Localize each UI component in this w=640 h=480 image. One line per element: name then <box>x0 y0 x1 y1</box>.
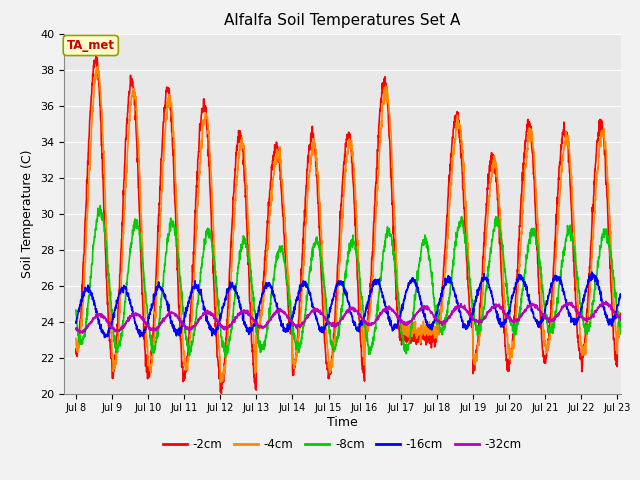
Line: -32cm: -32cm <box>76 301 640 333</box>
-32cm <box>79 330 86 336</box>
Line: -8cm: -8cm <box>76 205 640 480</box>
-16cm <box>72 320 80 326</box>
-2cm <box>539 349 547 355</box>
-32cm <box>572 307 579 313</box>
-16cm <box>572 317 579 323</box>
Legend: -2cm, -4cm, -8cm, -16cm, -32cm: -2cm, -4cm, -8cm, -16cm, -32cm <box>159 433 526 456</box>
-2cm <box>130 90 138 96</box>
-4cm <box>572 247 579 253</box>
Y-axis label: Soil Temperature (C): Soil Temperature (C) <box>22 149 35 278</box>
-4cm <box>130 86 138 92</box>
Line: -4cm: -4cm <box>76 66 640 480</box>
Text: TA_met: TA_met <box>67 39 115 52</box>
-8cm <box>539 286 547 291</box>
-4cm <box>72 336 80 341</box>
-4cm <box>400 325 408 331</box>
-8cm <box>255 341 262 347</box>
X-axis label: Time: Time <box>327 416 358 429</box>
-2cm <box>72 347 80 352</box>
-32cm <box>539 312 547 318</box>
Line: -16cm: -16cm <box>76 272 640 337</box>
-32cm <box>130 311 138 317</box>
-2cm <box>400 336 408 342</box>
-4cm <box>255 326 262 332</box>
-32cm <box>400 320 408 326</box>
-32cm <box>638 299 640 304</box>
-16cm <box>539 318 547 324</box>
-8cm <box>130 228 138 234</box>
-16cm <box>400 299 408 305</box>
-8cm <box>572 251 579 256</box>
-2cm <box>92 53 100 59</box>
-16cm <box>626 269 634 275</box>
-32cm <box>72 326 80 332</box>
Line: -2cm: -2cm <box>76 56 640 480</box>
-4cm <box>539 316 547 322</box>
-8cm <box>72 307 80 313</box>
Title: Alfalfa Soil Temperatures Set A: Alfalfa Soil Temperatures Set A <box>224 13 461 28</box>
-8cm <box>97 203 104 208</box>
-4cm <box>94 63 102 69</box>
-2cm <box>572 285 579 291</box>
-32cm <box>255 323 262 329</box>
-2cm <box>255 324 262 329</box>
-16cm <box>255 308 262 313</box>
-16cm <box>100 335 108 340</box>
-8cm <box>400 339 408 345</box>
-16cm <box>130 315 138 321</box>
